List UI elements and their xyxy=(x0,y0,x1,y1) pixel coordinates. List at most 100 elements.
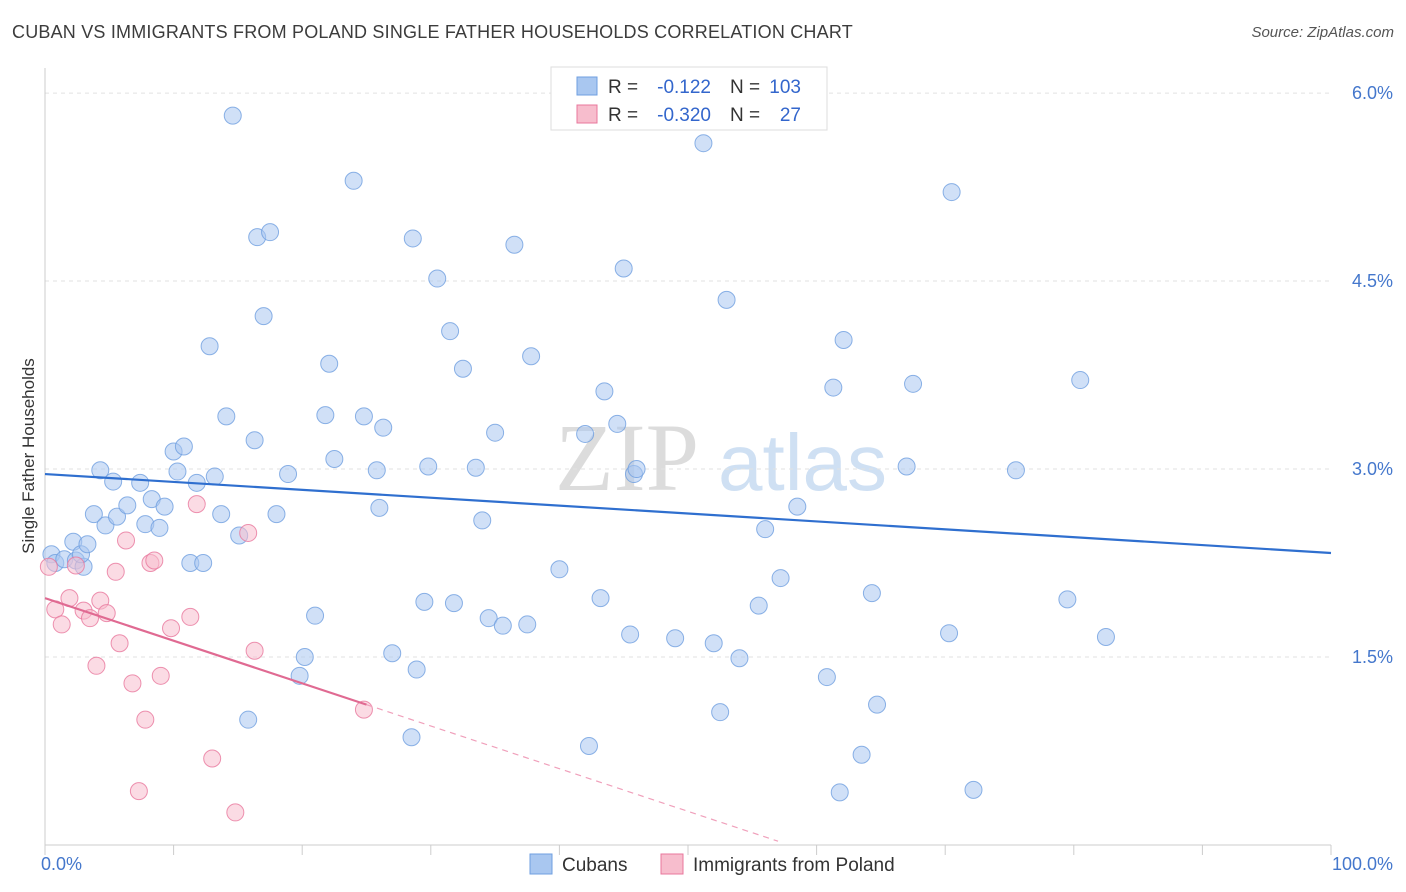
point-cubans xyxy=(1071,371,1090,390)
point-cubans xyxy=(200,337,219,356)
legend-series-name: Immigrants from Poland xyxy=(693,855,895,876)
point-cubans xyxy=(118,496,137,515)
y-tick-label: 1.5% xyxy=(1352,647,1393,667)
point-cubans xyxy=(91,461,110,480)
legend-n-label: N = xyxy=(730,105,760,126)
legend-r-value: -0.122 xyxy=(657,77,711,98)
point-cubans xyxy=(711,703,730,722)
legend-series-name: Cubans xyxy=(562,855,628,876)
point-cubans xyxy=(415,592,434,611)
point-cubans xyxy=(868,695,887,714)
watermark-atlas: atlas xyxy=(718,418,887,507)
point-cubans xyxy=(155,497,174,516)
trend-lines xyxy=(44,472,1332,842)
point-cubans xyxy=(261,223,280,242)
point-cubans xyxy=(550,560,569,579)
point-cubans xyxy=(279,465,298,484)
point-cubans xyxy=(407,660,426,679)
chart-title: CUBAN VS IMMIGRANTS FROM POLAND SINGLE F… xyxy=(12,22,853,42)
point-cubans xyxy=(254,307,273,326)
data-points xyxy=(39,106,1115,822)
point-cubans xyxy=(522,347,541,366)
point-poland xyxy=(145,551,164,570)
point-cubans xyxy=(473,511,492,530)
point-cubans xyxy=(320,354,339,373)
point-cubans xyxy=(104,472,123,491)
point-cubans xyxy=(694,134,713,153)
legend-swatch xyxy=(529,853,553,875)
point-cubans xyxy=(441,322,460,341)
point-cubans xyxy=(730,649,749,668)
point-poland xyxy=(245,641,264,660)
y-tick-label: 3.0% xyxy=(1352,459,1393,479)
point-cubans xyxy=(453,359,472,378)
point-cubans xyxy=(383,644,402,663)
point-cubans xyxy=(834,330,853,349)
point-cubans xyxy=(666,629,685,648)
point-cubans xyxy=(852,745,871,764)
legend-n-value: 27 xyxy=(780,105,801,126)
y-tick-label: 6.0% xyxy=(1352,83,1393,103)
point-cubans xyxy=(505,235,524,254)
point-poland xyxy=(187,495,206,514)
legend-n-label: N = xyxy=(730,77,760,98)
point-poland xyxy=(181,607,200,626)
legend-swatch xyxy=(576,76,598,96)
point-cubans xyxy=(942,183,961,202)
trend-line-cubans xyxy=(44,472,1332,555)
point-cubans xyxy=(84,505,103,524)
point-cubans xyxy=(824,378,843,397)
x-tick-labels: 0.0% 100.0% xyxy=(41,854,1393,874)
point-cubans xyxy=(223,106,242,125)
point-cubans xyxy=(419,457,438,476)
x-tick-label: 0.0% xyxy=(41,854,82,874)
point-poland xyxy=(87,656,106,675)
point-poland xyxy=(136,710,155,729)
point-cubans xyxy=(267,505,286,524)
legend-swatch xyxy=(660,853,684,875)
point-cubans xyxy=(444,594,463,613)
legend-bottom: Cubans Immigrants from Poland xyxy=(529,853,895,876)
point-cubans xyxy=(78,535,97,554)
point-cubans xyxy=(493,616,512,635)
point-poland xyxy=(52,615,71,634)
point-cubans xyxy=(344,171,363,190)
point-poland xyxy=(106,562,125,581)
point-cubans xyxy=(486,423,505,442)
point-cubans xyxy=(1096,627,1115,646)
point-cubans xyxy=(168,462,187,481)
point-cubans xyxy=(964,780,983,799)
watermark: ZIP atlas xyxy=(555,404,887,511)
point-poland xyxy=(117,531,136,550)
point-cubans xyxy=(174,437,193,456)
x-tick-label: 100.0% xyxy=(1332,854,1393,874)
chart-source: Source: ZipAtlas.com xyxy=(1251,24,1394,41)
point-cubans xyxy=(403,229,422,248)
point-cubans xyxy=(591,589,610,608)
point-cubans xyxy=(354,407,373,426)
x-ticks xyxy=(44,845,1332,855)
legend-top: R = -0.122 N = 103 R = -0.320 N = 27 xyxy=(550,66,828,131)
point-poland xyxy=(110,634,129,653)
trend-line-extension-poland xyxy=(366,704,779,842)
point-cubans xyxy=(749,596,768,615)
point-cubans xyxy=(370,498,389,517)
trend-line-poland xyxy=(44,597,367,706)
point-cubans xyxy=(940,624,959,643)
y-axis-label: Single Father Households xyxy=(19,358,38,554)
point-poland xyxy=(129,782,148,801)
legend-r-label: R = xyxy=(608,105,638,126)
point-poland xyxy=(66,556,85,575)
point-cubans xyxy=(595,382,614,401)
point-poland xyxy=(239,523,258,542)
point-cubans xyxy=(627,460,646,479)
legend-r-label: R = xyxy=(608,77,638,98)
legend-r-value: -0.320 xyxy=(657,105,711,126)
point-cubans xyxy=(771,569,790,588)
point-cubans xyxy=(1006,461,1025,480)
point-cubans xyxy=(614,259,633,278)
point-cubans xyxy=(150,518,169,537)
point-cubans xyxy=(131,473,150,492)
point-cubans xyxy=(325,450,344,469)
